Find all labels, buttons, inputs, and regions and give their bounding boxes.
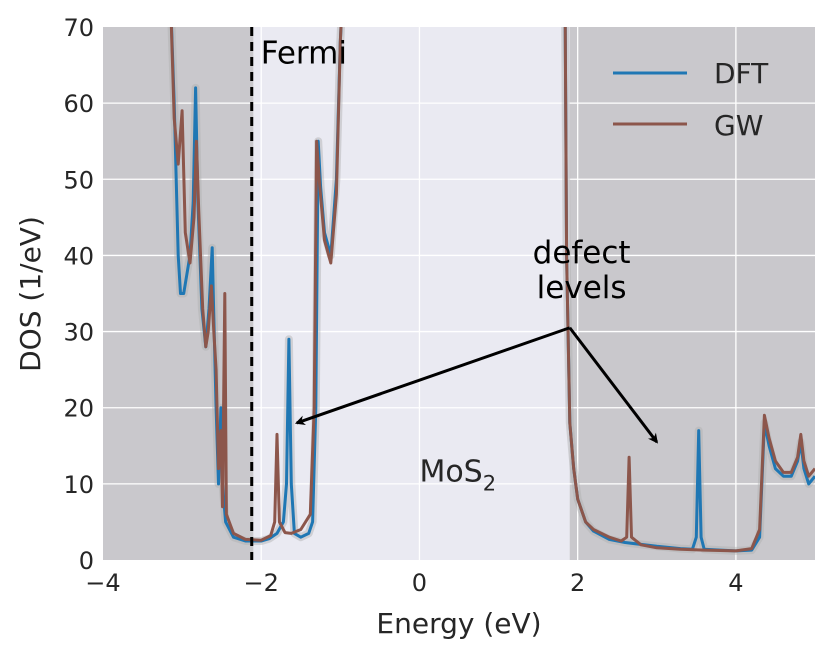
defect-arrows (294, 326, 658, 444)
x-tick-label: −2 (244, 569, 279, 597)
material-label-base: MoS (419, 455, 482, 490)
grid (103, 27, 815, 560)
y-tick-label: 0 (79, 547, 94, 575)
shaded-region-0 (103, 27, 254, 560)
x-tick-label: 4 (728, 569, 743, 597)
series-line-gw-3 (563, 27, 815, 553)
y-tick-label: 70 (63, 14, 94, 42)
x-axis-label: Energy (eV) (376, 607, 541, 640)
x-tick-label: 0 (412, 569, 427, 597)
x-tick-label: −4 (85, 569, 120, 597)
defect-label-line2: levels (537, 270, 627, 306)
y-tick-label: 20 (63, 395, 94, 423)
y-tick-label: 60 (63, 90, 94, 118)
shaded-region-1 (569, 27, 815, 560)
legend-label-dft: DFT (714, 57, 769, 90)
legend: DFT GW (613, 57, 769, 142)
series-line-gw-1 (169, 27, 343, 542)
defect-arrow-1 (568, 326, 658, 444)
defect-label-line1: defect (533, 235, 631, 271)
y-tick-label: 40 (63, 242, 94, 270)
series-lines (169, 27, 815, 553)
y-tick-label: 10 (63, 471, 94, 499)
y-tick-label: 30 (63, 319, 94, 347)
legend-label-gw: GW (714, 109, 763, 142)
y-tick-labels: 0 10 20 30 40 50 60 70 (63, 14, 94, 575)
y-tick-label: 50 (63, 166, 94, 194)
x-tick-label: 2 (570, 569, 585, 597)
shaded-regions (103, 27, 815, 560)
fermi-label: Fermi (261, 36, 347, 72)
defect-arrow-0 (294, 326, 571, 426)
y-axis-label: DOS (1/eV) (14, 216, 47, 372)
series-line-dft-0 (170, 27, 343, 543)
material-label-subscript: 2 (483, 472, 496, 496)
x-tick-labels: −4 −2 0 2 4 (85, 569, 743, 597)
material-label: MoS2 (419, 455, 496, 496)
